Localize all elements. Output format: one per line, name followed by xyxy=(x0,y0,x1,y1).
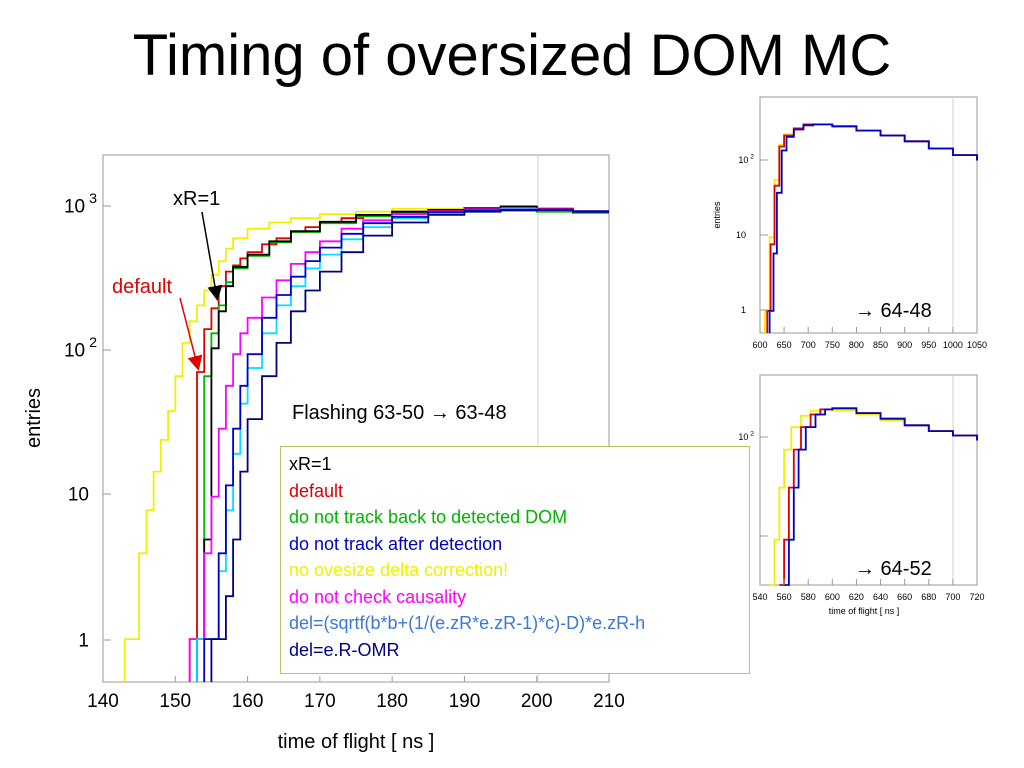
x-tick-label: 600 xyxy=(825,592,840,602)
default-annotation: default xyxy=(112,276,173,298)
legend-item: do not track after detection xyxy=(289,533,503,554)
inset-top-y-axis-label: entries xyxy=(712,201,722,229)
series-line xyxy=(188,207,609,682)
x-tick-label: 900 xyxy=(897,340,912,350)
main-series-group xyxy=(123,205,609,682)
x-tick-label: 800 xyxy=(849,340,864,350)
y-tick-label: 1 xyxy=(78,631,89,652)
x-tick-label: 560 xyxy=(777,592,792,602)
inset-bottom-x-axis-label: time of flight [ ns ] xyxy=(829,606,900,616)
series-line xyxy=(210,209,609,682)
main-y-ticks: 1 10 10 2 10 3 xyxy=(64,191,111,652)
legend-box: xR=1 default do not track back to detect… xyxy=(280,446,750,674)
y-tick-label: 10 xyxy=(736,230,746,240)
inset-bottom-frame xyxy=(759,374,978,586)
legend-item: do not check causality xyxy=(289,586,467,607)
series-line xyxy=(123,207,609,682)
inset-top-annotation: → 64-48 xyxy=(855,300,932,322)
y-tick-label: 10 2 xyxy=(64,335,97,362)
flashing-annotation: Flashing 63-50 → 63-48 xyxy=(292,402,507,424)
x-tick-label: 170 xyxy=(304,691,336,712)
x-tick-label: 640 xyxy=(873,592,888,602)
legend-item: no ovesize delta correction! xyxy=(289,560,509,580)
series-line xyxy=(196,205,609,682)
x-tick-label: 680 xyxy=(921,592,936,602)
x-tick-label: 700 xyxy=(801,340,816,350)
main-plot-frame xyxy=(102,154,610,683)
y-tick-label: 10 2 xyxy=(738,154,754,166)
xr-annotation: xR=1 xyxy=(173,188,221,210)
series-line xyxy=(784,407,978,586)
legend-item: del=e.R-OMR xyxy=(289,639,400,660)
inset-top-x-ticks: 600 650 700 750 800 850 900 950 1000 1050 xyxy=(752,327,987,350)
x-tick-label: 750 xyxy=(825,340,840,350)
x-tick-label: 720 xyxy=(969,592,984,602)
page-title: Timing of oversized DOM MC xyxy=(132,23,892,88)
x-tick-label: 580 xyxy=(801,592,816,602)
y-tick-label: 10 3 xyxy=(64,191,97,218)
default-arrow xyxy=(179,297,203,371)
legend-item: do not track back to detected DOM xyxy=(289,507,568,527)
y-tick-label: 10 2 xyxy=(738,431,754,443)
x-tick-label: 1050 xyxy=(967,340,987,350)
x-tick-label: 620 xyxy=(849,592,864,602)
x-tick-label: 950 xyxy=(921,340,936,350)
x-tick-label: 140 xyxy=(87,691,119,712)
legend-item: xR=1 xyxy=(289,454,332,474)
inset-bottom-x-ticks: 540 560 580 600 620 640 660 680 700 720 xyxy=(752,579,985,602)
x-tick-label: 850 xyxy=(873,340,888,350)
inset-bottom-annotation: → 64-52 xyxy=(855,558,932,580)
y-tick-label: 10 xyxy=(68,485,89,506)
series-line xyxy=(768,123,978,333)
main-y-axis-label: entries xyxy=(23,388,45,448)
x-tick-label: 210 xyxy=(593,691,625,712)
legend-item: del=(sqrtf(b*b+(1/(e.zR*e.zR-1)*c)-D)*e.… xyxy=(289,613,646,633)
x-tick-label: 150 xyxy=(159,691,191,712)
inset-bottom-series-group xyxy=(769,407,978,586)
x-tick-label: 540 xyxy=(752,592,767,602)
x-tick-label: 190 xyxy=(449,691,481,712)
legend-item: default xyxy=(289,480,344,501)
inset-top-series-group xyxy=(763,123,978,333)
x-tick-label: 700 xyxy=(945,592,960,602)
x-tick-label: 1000 xyxy=(943,340,963,350)
inset-top-y-ticks: 1 10 10 2 xyxy=(736,154,768,315)
x-tick-label: 650 xyxy=(777,340,792,350)
inset-top-frame xyxy=(759,96,978,334)
x-tick-label: 200 xyxy=(521,691,553,712)
main-x-ticks: 140 150 160 170 180 190 200 210 xyxy=(87,676,625,712)
y-tick-label: 1 xyxy=(741,305,746,315)
x-tick-label: 180 xyxy=(376,691,408,712)
main-x-axis-label: time of flight [ ns ] xyxy=(278,731,435,753)
x-tick-label: 660 xyxy=(897,592,912,602)
xr-arrow xyxy=(201,211,223,301)
x-tick-label: 160 xyxy=(232,691,264,712)
x-tick-label: 600 xyxy=(752,340,767,350)
